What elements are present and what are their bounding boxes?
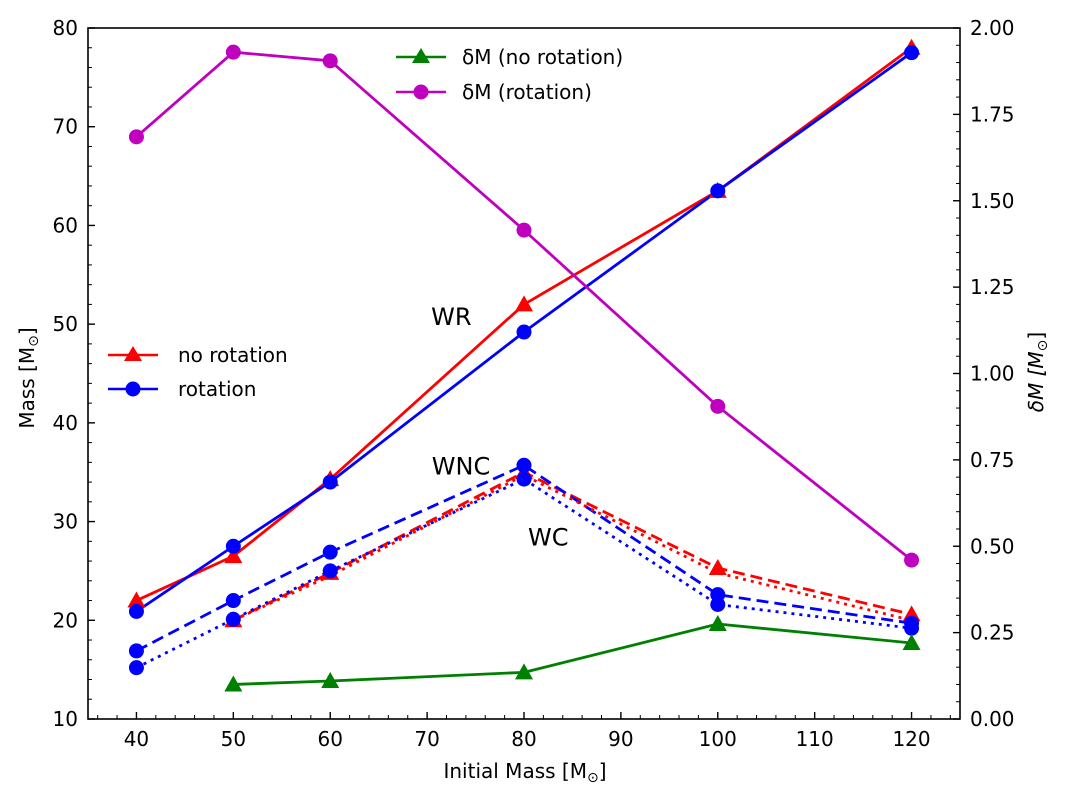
point-wc_rot — [904, 620, 920, 636]
legend-left-marker-norot — [124, 346, 142, 361]
y-tick-label: 60 — [53, 213, 78, 237]
x-tick-label: 70 — [414, 727, 439, 751]
annotation-wnc: WNC — [432, 452, 490, 480]
y2-tick-label: 1.50 — [970, 189, 1015, 213]
x-tick-label: 120 — [892, 727, 930, 751]
series-line-wnc_norot — [232, 470, 912, 622]
point-dm_rot — [710, 398, 726, 414]
y-tick-label: 70 — [53, 115, 78, 139]
x-tick-label: 60 — [317, 727, 342, 751]
series-line-wc_rot — [135, 477, 912, 669]
legend-top-label-dm-rot: δM (rotation) — [462, 80, 592, 104]
series-layer — [127, 38, 921, 692]
plot-frame — [87, 27, 961, 720]
y-axis-label: Mass [M⊙] — [15, 327, 42, 428]
y2-axis-label-close: ] — [1024, 332, 1048, 340]
point-dm_rot — [225, 44, 241, 60]
annotation-wc: WC — [528, 523, 569, 551]
legend-top: δM (no rotation) δM (rotation) — [396, 45, 623, 104]
point-dm_norot — [902, 633, 921, 650]
point-dm_rot — [516, 222, 532, 238]
point-wr_rot — [710, 183, 726, 199]
point-wr_rot — [128, 603, 144, 619]
y2-axis-label: δM [M⊙] — [1024, 332, 1051, 412]
legend-top-marker-dm-rot — [413, 84, 429, 100]
legend-left-marker-rot — [125, 381, 141, 397]
annotation-wr: WR — [431, 303, 471, 331]
point-wc_rot — [225, 611, 241, 627]
y-axis-label-text: Mass [M — [15, 347, 39, 429]
point-wr_norot — [224, 547, 243, 564]
x-axis-label-sub: ⊙ — [587, 770, 599, 786]
point-wnc_rot — [322, 544, 338, 560]
y2-tick-label: 2.00 — [970, 16, 1015, 40]
point-wr_rot — [225, 538, 241, 554]
y2-axis-label-sub: ⊙ — [1035, 340, 1051, 352]
point-wr_norot — [515, 295, 533, 312]
point-dm_rot — [322, 53, 338, 69]
y-tick-label: 30 — [53, 510, 78, 534]
y2-tick-label: 0.00 — [970, 707, 1015, 731]
legend-left-label-norot: no rotation — [178, 343, 288, 367]
point-wnc_rot — [225, 593, 241, 609]
point-dm_rot — [128, 129, 144, 145]
x-tick-label: 100 — [699, 727, 737, 751]
y-axis-label-sub: ⊙ — [26, 335, 42, 347]
y2-axis-label-text: δM [M — [1024, 351, 1048, 412]
point-dm_norot — [515, 663, 533, 680]
y2-tick-label: 1.00 — [970, 362, 1015, 386]
legend-left: no rotation rotation — [108, 343, 288, 401]
y-tick-label: 40 — [53, 411, 78, 435]
point-wr_rot — [904, 45, 920, 61]
x-axis-label-text: Initial Mass [M — [443, 759, 586, 783]
y-tick-label: 10 — [53, 707, 78, 731]
point-dm_norot — [224, 675, 243, 692]
x-tick-label: 50 — [221, 727, 246, 751]
y2-tick-label: 1.25 — [970, 275, 1015, 299]
point-wr_rot — [322, 474, 338, 490]
y2-tick-label: 1.75 — [970, 102, 1015, 126]
series-line-wc_norot — [232, 473, 912, 622]
tick-layer: 40 50 60 70 80 90 100 110 120 10 20 30 40 50 60 70 80 0.0… — [53, 16, 1015, 751]
point-wc_rot — [128, 660, 144, 676]
y2-tick-label: 0.25 — [970, 621, 1015, 645]
x-tick-label: 110 — [796, 727, 834, 751]
x-tick-label: 90 — [608, 727, 633, 751]
point-wr_rot — [516, 324, 532, 340]
y-tick-label: 80 — [53, 16, 78, 40]
y2-tick-label: 0.50 — [970, 534, 1015, 558]
series-line-dm_norot — [233, 622, 912, 686]
x-axis-label-close: ] — [599, 759, 607, 783]
x-tick-label: 40 — [124, 727, 149, 751]
y-axis-label-close: ] — [15, 327, 39, 335]
x-tick-label: 80 — [511, 727, 536, 751]
point-wc_rot — [322, 563, 338, 579]
point-wr_norot — [127, 591, 146, 608]
legend-top-label-dm-norot: δM (no rotation) — [462, 45, 623, 69]
point-wnc_rot — [128, 643, 144, 659]
point-wnc_norot — [708, 558, 727, 575]
point-dm_norot — [708, 614, 727, 631]
point-wc_rot — [710, 596, 726, 612]
point-wc_rot — [516, 471, 532, 487]
point-wnc_rot — [516, 457, 532, 473]
point-dm_rot — [904, 552, 920, 568]
y-tick-label: 50 — [53, 312, 78, 336]
series-line-wr_rot — [135, 51, 913, 613]
x-axis-label: Initial Mass [M⊙] — [443, 759, 606, 786]
series-line-dm_rot — [135, 50, 913, 562]
y2-tick-label: 0.75 — [970, 448, 1015, 472]
legend-top-marker-dm-norot — [412, 48, 430, 63]
point-dm_norot — [321, 671, 340, 688]
series-line-wr_norot — [135, 46, 913, 602]
legend-left-label-rot: rotation — [178, 377, 256, 401]
series-line-wnc_rot — [135, 463, 912, 653]
y-tick-label: 20 — [53, 608, 78, 632]
